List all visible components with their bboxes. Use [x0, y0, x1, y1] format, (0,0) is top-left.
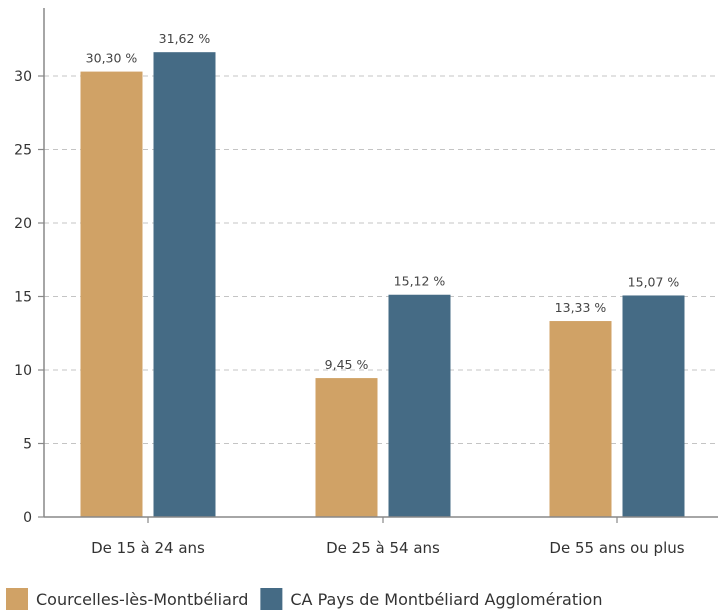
legend-label: CA Pays de Montbéliard Agglomération — [290, 590, 602, 609]
data-label: 13,33 % — [555, 300, 607, 315]
legend-swatch — [260, 588, 283, 610]
data-label: 30,30 % — [86, 51, 138, 66]
data-label: 31,62 % — [159, 31, 211, 46]
bars: 30,30 % 9,45 % 13,33 % 31,62 % 15,12 % 15,07 … — [80, 31, 685, 517]
grid-lines — [44, 75, 718, 444]
y-tick-label: 20 — [14, 216, 32, 232]
bar — [388, 294, 451, 517]
y-tick-label: 0 — [23, 510, 32, 526]
x-tick-label: De 55 ans ou plus — [549, 539, 684, 557]
legend: Courcelles-lès-Montbéliard CA Pays de Mon… — [6, 588, 602, 610]
y-tick-label: 30 — [14, 69, 32, 85]
x-tick-label: De 25 à 54 ans — [326, 539, 440, 557]
y-tick-label: 5 — [23, 437, 32, 453]
x-axis: De 15 à 24 ans De 25 à 54 ans De 55 ans ou… — [44, 516, 718, 557]
bar — [622, 295, 685, 517]
legend-label: Courcelles-lès-Montbéliard — [36, 590, 248, 609]
bar — [315, 378, 378, 517]
bar — [153, 52, 216, 517]
bar — [80, 71, 143, 517]
data-label: 9,45 % — [325, 357, 369, 372]
y-tick-label: 25 — [14, 143, 32, 159]
data-label: 15,07 % — [628, 274, 680, 289]
y-tick-label: 15 — [14, 290, 32, 306]
legend-swatch — [6, 588, 28, 610]
data-label: 15,12 % — [394, 274, 446, 289]
bar — [549, 321, 612, 517]
x-tick-label: De 15 à 24 ans — [91, 539, 205, 557]
y-tick-label: 10 — [14, 363, 32, 379]
y-axis: 0 5 10 15 20 25 30 — [14, 8, 45, 526]
